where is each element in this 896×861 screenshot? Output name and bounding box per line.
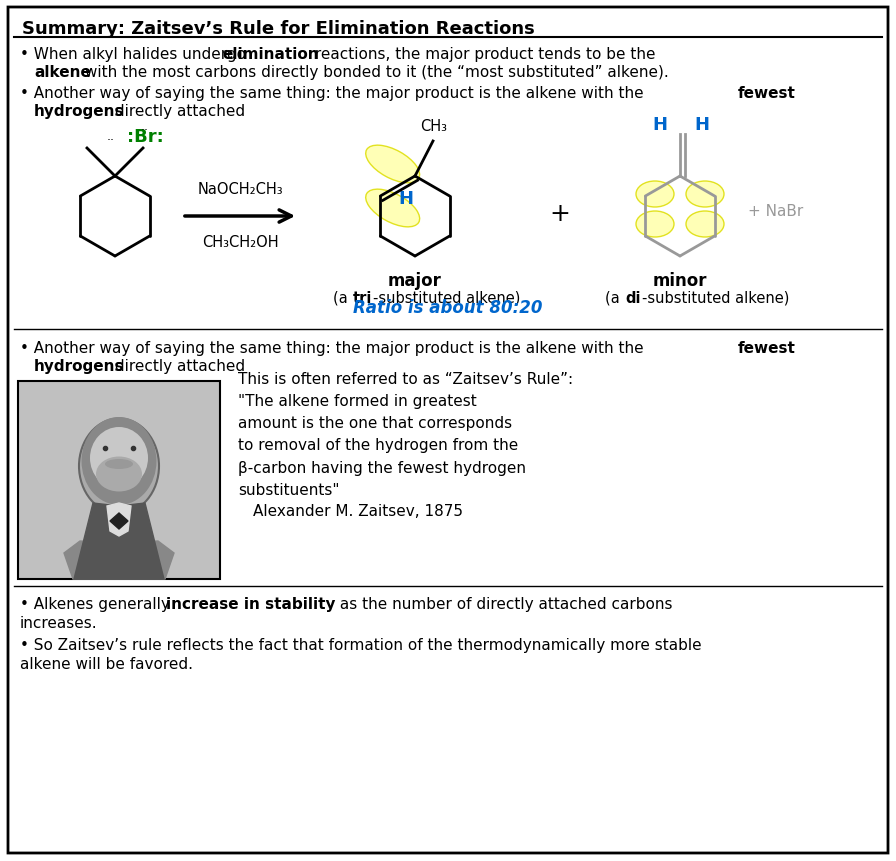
- Text: fewest: fewest: [738, 86, 796, 101]
- Text: minor: minor: [653, 272, 707, 289]
- Text: -substituted alkene): -substituted alkene): [373, 291, 521, 306]
- Polygon shape: [64, 542, 174, 579]
- FancyBboxPatch shape: [8, 8, 888, 853]
- Text: major: major: [388, 272, 442, 289]
- Ellipse shape: [366, 146, 419, 183]
- Polygon shape: [74, 504, 164, 579]
- Text: tri: tri: [353, 291, 373, 306]
- Text: fewest: fewest: [738, 341, 796, 356]
- Text: alkene: alkene: [34, 65, 90, 80]
- Text: elimination: elimination: [222, 47, 319, 62]
- Ellipse shape: [105, 460, 133, 469]
- Text: directly attached: directly attached: [110, 358, 246, 374]
- Text: "The alkene formed in greatest
amount is the one that corresponds
to removal of : "The alkene formed in greatest amount is…: [238, 393, 526, 497]
- Ellipse shape: [90, 428, 148, 489]
- Ellipse shape: [686, 182, 724, 208]
- Text: -substituted alkene): -substituted alkene): [642, 291, 789, 306]
- Ellipse shape: [96, 457, 142, 492]
- Text: • Another way of saying the same thing: the major product is the alkene with the: • Another way of saying the same thing: …: [20, 86, 649, 101]
- Ellipse shape: [366, 190, 419, 227]
- Text: CH₃CH₂OH: CH₃CH₂OH: [202, 235, 279, 250]
- Text: increase in stability: increase in stability: [166, 597, 335, 611]
- Text: +: +: [549, 201, 571, 226]
- Text: H: H: [694, 116, 710, 133]
- Text: directly attached: directly attached: [110, 104, 246, 119]
- Text: This is often referred to as “Zaitsev’s Rule”:: This is often referred to as “Zaitsev’s …: [238, 372, 573, 387]
- Text: Summary: Zaitsev’s Rule for Elimination Reactions: Summary: Zaitsev’s Rule for Elimination …: [22, 20, 535, 38]
- Text: Ratio is about 80:20: Ratio is about 80:20: [353, 299, 543, 317]
- Polygon shape: [110, 513, 128, 530]
- Text: ··: ··: [107, 134, 115, 147]
- Text: with the most carbons directly bonded to it (the “most substituted” alkene).: with the most carbons directly bonded to…: [80, 65, 668, 80]
- Text: • Another way of saying the same thing: the major product is the alkene with the: • Another way of saying the same thing: …: [20, 341, 649, 356]
- Text: reactions, the major product tends to be the: reactions, the major product tends to be…: [310, 47, 656, 62]
- Text: • Alkenes generally: • Alkenes generally: [20, 597, 175, 611]
- Text: as the number of directly attached carbons: as the number of directly attached carbo…: [335, 597, 673, 611]
- Ellipse shape: [636, 182, 674, 208]
- Text: (a: (a: [605, 291, 625, 306]
- Ellipse shape: [636, 212, 674, 238]
- FancyBboxPatch shape: [18, 381, 220, 579]
- Text: NaOCH₂CH₃: NaOCH₂CH₃: [197, 182, 283, 197]
- Text: Alexander M. Zaitsev, 1875: Alexander M. Zaitsev, 1875: [253, 504, 463, 518]
- Text: hydrogens: hydrogens: [34, 104, 125, 119]
- Text: H: H: [652, 116, 668, 133]
- Text: • So Zaitsev’s rule reflects the fact that formation of the thermodynamically mo: • So Zaitsev’s rule reflects the fact th…: [20, 637, 702, 653]
- Text: + NaBr: + NaBr: [748, 204, 803, 220]
- Text: :Br:: :Br:: [126, 127, 163, 146]
- Ellipse shape: [82, 418, 157, 505]
- Text: di: di: [625, 291, 641, 306]
- Text: • When alkyl halides undergo: • When alkyl halides undergo: [20, 47, 251, 62]
- Polygon shape: [107, 504, 131, 536]
- Text: (a: (a: [333, 291, 352, 306]
- Text: CH₃: CH₃: [420, 119, 447, 133]
- Ellipse shape: [686, 212, 724, 238]
- Text: H: H: [399, 189, 413, 208]
- Text: alkene will be favored.: alkene will be favored.: [20, 656, 193, 672]
- Text: ··: ··: [141, 124, 149, 138]
- Text: increases.: increases.: [20, 616, 98, 630]
- Text: hydrogens: hydrogens: [34, 358, 125, 374]
- Ellipse shape: [79, 419, 159, 514]
